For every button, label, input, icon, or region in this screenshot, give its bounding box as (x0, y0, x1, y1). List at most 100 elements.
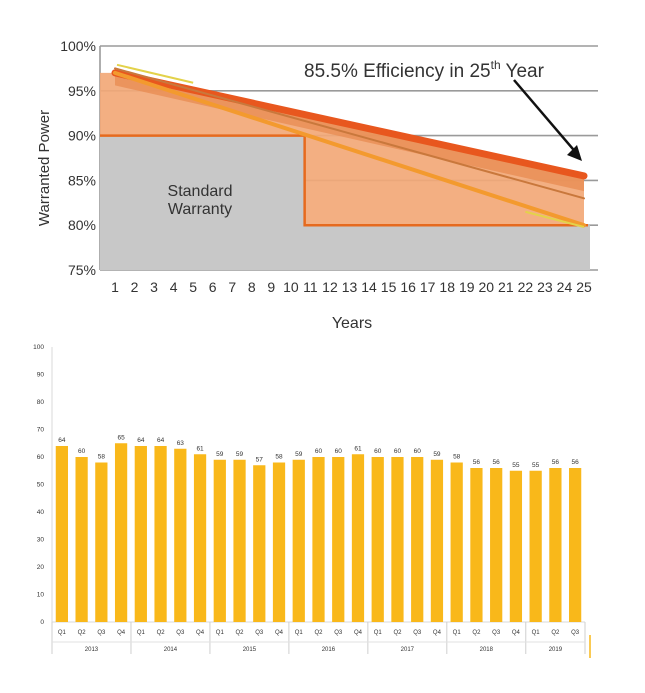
data-label: 59 (216, 451, 224, 458)
x-tick-label: 17 (420, 279, 436, 295)
data-label: 64 (58, 437, 66, 444)
category-label: Q3 (413, 630, 422, 636)
data-label: 59 (236, 451, 244, 458)
data-label: 56 (473, 459, 481, 466)
x-tick-label: 7 (228, 279, 236, 295)
data-label: 55 (512, 462, 520, 469)
bar (371, 457, 384, 622)
x-tick-label: 12 (322, 279, 338, 295)
y-axis-label: Warranted Power (36, 110, 53, 226)
category-label: Q2 (236, 630, 245, 636)
x-tick-label: 20 (479, 279, 495, 295)
category-label: Q4 (433, 630, 442, 636)
x-tick-label: 22 (518, 279, 534, 295)
data-label: 65 (117, 434, 125, 441)
x-tick-label: 21 (498, 279, 514, 295)
series-line (114, 67, 585, 200)
bar (470, 468, 483, 622)
y-tick-label: 50 (37, 482, 45, 489)
x-tick-label: 11 (303, 279, 318, 295)
data-label: 56 (493, 459, 501, 466)
group-label: 2016 (322, 647, 336, 653)
bar (95, 462, 108, 622)
data-label: 57 (256, 456, 264, 463)
data-label: 64 (137, 437, 145, 444)
category-label: Q4 (354, 630, 363, 636)
category-label: Q1 (453, 630, 462, 636)
category-label: Q3 (176, 630, 185, 636)
x-tick-label: 16 (400, 279, 416, 295)
bar (55, 446, 68, 622)
y-tick-label: 80% (68, 217, 96, 233)
y-tick-label: 60 (37, 454, 45, 461)
data-label: 59 (295, 451, 303, 458)
category-label: Q2 (78, 630, 87, 636)
x-tick-label: 18 (439, 279, 455, 295)
category-label: Q3 (97, 630, 106, 636)
group-label: 2019 (549, 647, 563, 653)
standard-warranty-area (100, 135, 590, 270)
standard-warranty-label: Standard (168, 183, 233, 200)
y-tick-label: 100 (33, 344, 44, 351)
y-tick-label: 100% (60, 38, 96, 54)
data-label: 60 (374, 448, 382, 455)
series-line-highlight (525, 210, 585, 228)
y-tick-label: 0 (40, 619, 44, 626)
annotation-arrow-line (513, 79, 579, 156)
bar (174, 448, 187, 622)
y-tick-label: 80 (37, 399, 45, 406)
x-tick-label: 5 (189, 279, 197, 295)
x-tick-label: 24 (557, 279, 573, 295)
y-tick-label: 85% (68, 172, 96, 188)
category-label: Q2 (393, 630, 402, 636)
bar (253, 465, 266, 622)
x-tick-label: 3 (150, 279, 158, 295)
x-tick-label: 15 (381, 279, 397, 295)
data-label: 60 (78, 448, 86, 455)
category-label: Q4 (117, 630, 126, 636)
category-label: Q3 (334, 630, 343, 636)
data-label: 63 (177, 440, 185, 447)
bar (75, 457, 88, 622)
bar (411, 457, 424, 622)
category-label: Q4 (512, 630, 521, 636)
bar (332, 457, 345, 622)
category-label: Q2 (314, 630, 323, 636)
group-label: 2013 (85, 647, 99, 653)
category-label: Q1 (137, 630, 146, 636)
bar (450, 462, 463, 622)
x-tick-label: 14 (361, 279, 377, 295)
category-label: Q1 (532, 630, 541, 636)
group-label: 2017 (401, 647, 415, 653)
data-label: 58 (275, 454, 283, 461)
bar (154, 446, 167, 622)
y-tick-label: 40 (37, 509, 45, 516)
category-label: Q4 (275, 630, 284, 636)
bar (509, 470, 523, 622)
data-label: 58 (98, 454, 106, 461)
bar (272, 462, 286, 622)
x-tick-label: 1 (111, 279, 119, 295)
bar (213, 459, 226, 622)
data-label: 56 (552, 459, 560, 466)
annotation-arrowhead (567, 144, 582, 161)
annotation-label: 85.5% Efficiency in 25th Year (304, 58, 545, 82)
y-tick-label: 20 (37, 564, 45, 571)
category-label: Q3 (571, 630, 580, 636)
bar (569, 468, 582, 622)
bar (529, 470, 542, 622)
x-tick-label: 4 (170, 279, 178, 295)
standard-warranty-step-line (100, 134, 588, 227)
bar (114, 443, 128, 622)
category-label: Q1 (295, 630, 304, 636)
bar (193, 454, 207, 622)
x-tick-label: 10 (283, 279, 299, 295)
category-label: Q4 (196, 630, 205, 636)
y-tick-label: 70 (37, 427, 45, 434)
y-tick-label: 90% (68, 128, 96, 144)
x-tick-label: 25 (576, 279, 592, 295)
x-tick-label: 2 (131, 279, 139, 295)
group-label: 2014 (164, 647, 178, 653)
group-label: 2018 (480, 647, 494, 653)
